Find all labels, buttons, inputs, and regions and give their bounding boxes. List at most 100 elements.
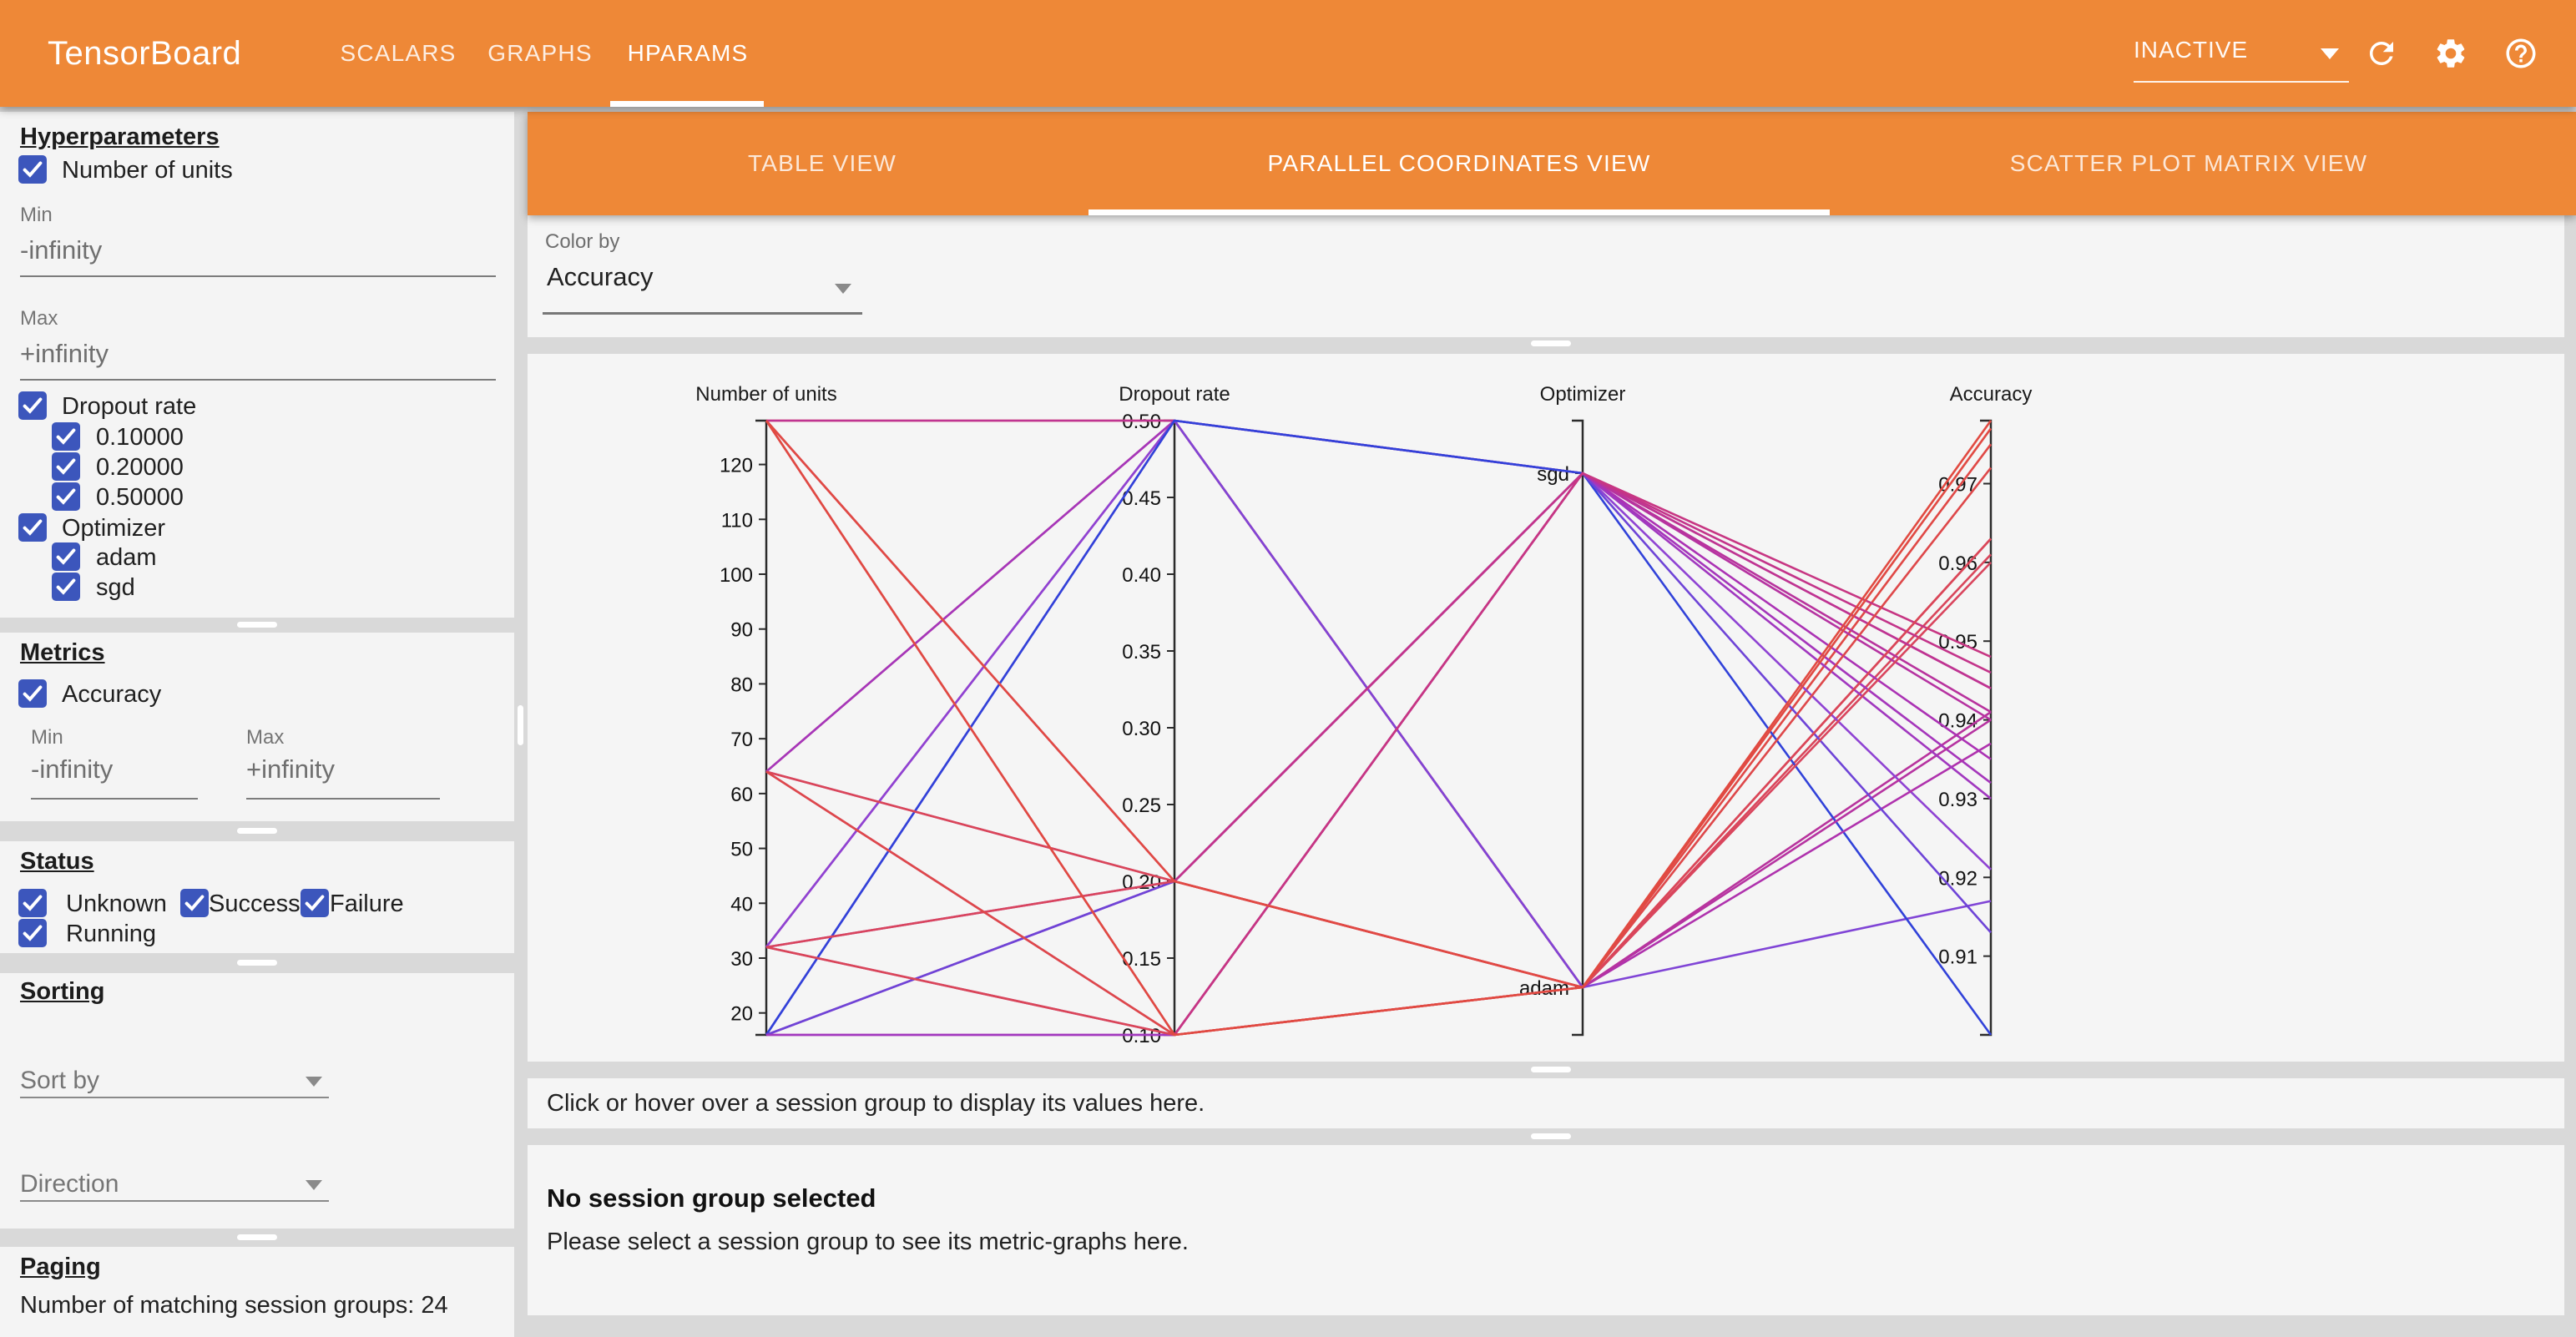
direction-select[interactable]: Direction (20, 1170, 119, 1198)
axis-tick-label: 0.50 (1122, 411, 1161, 433)
axis-tick-label: 0.15 (1122, 948, 1161, 971)
max-input[interactable]: +infinity (20, 339, 109, 368)
checkbox-number-of-units[interactable] (18, 155, 47, 184)
session-group-line[interactable] (765, 419, 1992, 948)
axis-tick-label: 40 (730, 893, 753, 916)
min-label: Min (20, 204, 53, 226)
metric-min-label: Min (31, 726, 63, 749)
status-heading: Status (20, 848, 94, 875)
parallel-coordinates-svg[interactable]: Number of units 20 30 40 50 60 70 80 90 100 110 120… (528, 354, 2564, 1062)
checkbox-dropout-0.10000[interactable] (52, 422, 80, 451)
axis-tick-label: 0.93 (1938, 789, 1977, 811)
sorting-panel: Sorting Sort by Direction (0, 973, 514, 1229)
label-dropout-0.10000: 0.10000 (96, 424, 184, 451)
session-group-line[interactable] (765, 467, 1993, 1037)
label-dropout-0.50000: 0.50000 (96, 484, 184, 511)
color-by-panel: Color by Accuracy (528, 215, 2564, 337)
chevron-down-icon[interactable] (835, 284, 851, 294)
metrics-heading: Metrics (20, 639, 105, 666)
panel-resize-handle[interactable] (237, 1234, 277, 1240)
no-session-selected-title: No session group selected (547, 1183, 876, 1213)
direction-underline (20, 1200, 329, 1202)
metric-max-input[interactable]: +infinity (246, 754, 335, 784)
label-number-of-units: Number of units (62, 157, 233, 184)
session-group-line[interactable] (766, 419, 1992, 689)
session-group-line[interactable] (765, 537, 1992, 989)
tab-parallel-coordinates-view[interactable]: PARALLEL COORDINATES VIEW (1267, 150, 1651, 176)
run-status-select[interactable]: INACTIVE (2134, 37, 2249, 63)
metric-min-input[interactable]: -infinity (31, 754, 114, 784)
axis-tick-label: 110 (721, 509, 753, 532)
section-resize-handle[interactable] (1531, 1133, 1571, 1139)
settings-gear-icon[interactable] (2433, 36, 2468, 71)
checkbox-status-failure[interactable] (301, 889, 329, 917)
panel-resize-handle[interactable] (237, 960, 277, 966)
label-dropout-0.20000: 0.20000 (96, 454, 184, 481)
axis-tick-label: 0.20 (1122, 871, 1161, 894)
checkbox-optimizer[interactable] (18, 513, 47, 542)
checkbox-status-unknown[interactable] (18, 889, 47, 917)
session-details-panel: No session group selected Please select … (528, 1145, 2564, 1315)
axis-line (1572, 419, 1584, 1037)
color-by-underline (543, 312, 862, 315)
refresh-icon[interactable] (2364, 36, 2399, 71)
session-group-line[interactable] (765, 419, 1992, 785)
paging-heading: Paging (20, 1254, 101, 1280)
axis-title: Number of units (695, 383, 836, 406)
session-values-hint-panel: Click or hover over a session group to d… (528, 1078, 2564, 1128)
axis-tick-label: 0.96 (1938, 552, 1977, 575)
section-resize-handle[interactable] (1531, 341, 1571, 346)
sorting-heading: Sorting (20, 978, 105, 1005)
checkbox-status-success[interactable] (180, 889, 209, 917)
max-input-underline (20, 379, 496, 381)
axis-tick-label: 30 (730, 948, 753, 971)
section-resize-handle[interactable] (1531, 1067, 1571, 1072)
checkbox-optimizer-adam[interactable] (52, 542, 80, 571)
checkbox-accuracy[interactable] (18, 679, 47, 708)
help-icon[interactable] (2503, 36, 2538, 71)
session-group-line[interactable] (765, 420, 1992, 1037)
session-group-line[interactable] (765, 419, 1992, 1036)
session-values-hint: Click or hover over a session group to d… (547, 1090, 1205, 1117)
tab-scalars[interactable]: SCALARS (340, 40, 457, 66)
axis-title: Dropout rate (1119, 383, 1230, 406)
axis-tick-label: 0.92 (1938, 867, 1977, 890)
label-status-running: Running (66, 921, 157, 947)
label-accuracy: Accuracy (62, 681, 162, 708)
checkbox-dropout-rate[interactable] (18, 391, 47, 420)
checkbox-dropout-0.20000[interactable] (52, 452, 80, 481)
session-group-line[interactable] (765, 561, 1992, 989)
checkbox-optimizer-sgd[interactable] (52, 573, 80, 601)
min-input-underline (20, 275, 496, 277)
chevron-down-icon[interactable] (2321, 48, 2339, 59)
tab-hparams[interactable]: HPARAMS (627, 40, 749, 66)
checkbox-dropout-0.50000[interactable] (52, 482, 80, 511)
tab-graphs[interactable]: GRAPHS (487, 40, 593, 66)
axis-tick-label: 0.25 (1122, 795, 1161, 817)
axis-tick-label: 80 (730, 674, 753, 696)
tab-scatter-plot-matrix-view[interactable]: SCATTER PLOT MATRIX VIEW (2009, 150, 2368, 176)
chevron-down-icon[interactable] (306, 1180, 322, 1190)
paging-panel: Paging Number of matching session groups… (0, 1247, 514, 1337)
panel-resize-handle[interactable] (237, 622, 277, 628)
tab-table-view[interactable]: TABLE VIEW (748, 150, 897, 176)
sidebar-splitter-handle[interactable] (518, 705, 523, 745)
checkbox-status-running[interactable] (18, 919, 47, 947)
axis-tick-label: 70 (730, 729, 753, 751)
panel-resize-handle[interactable] (237, 828, 277, 834)
sort-by-select[interactable]: Sort by (20, 1067, 100, 1094)
chevron-down-icon[interactable] (306, 1077, 322, 1087)
parallel-coordinates-chart[interactable]: Number of units 20 30 40 50 60 70 80 90 100 110 120… (528, 354, 2564, 1062)
session-group-line[interactable] (765, 420, 1993, 1037)
axis-tick-label: sgd (1537, 463, 1569, 486)
session-group-line[interactable] (765, 419, 1993, 1036)
session-group-line[interactable] (765, 420, 1993, 989)
color-by-select[interactable]: Accuracy (547, 262, 654, 291)
axis-title: Optimizer (1540, 383, 1626, 406)
app-header: TensorBoard SCALARS GRAPHS HPARAMS INACT… (0, 0, 2576, 107)
min-input[interactable]: -infinity (20, 235, 103, 265)
axis-tick-label: 20 (730, 1003, 753, 1026)
color-by-label: Color by (545, 230, 620, 253)
active-tab-underline (610, 101, 764, 107)
view-tab-bar: TABLE VIEW PARALLEL COORDINATES VIEW SCA… (528, 112, 2576, 215)
